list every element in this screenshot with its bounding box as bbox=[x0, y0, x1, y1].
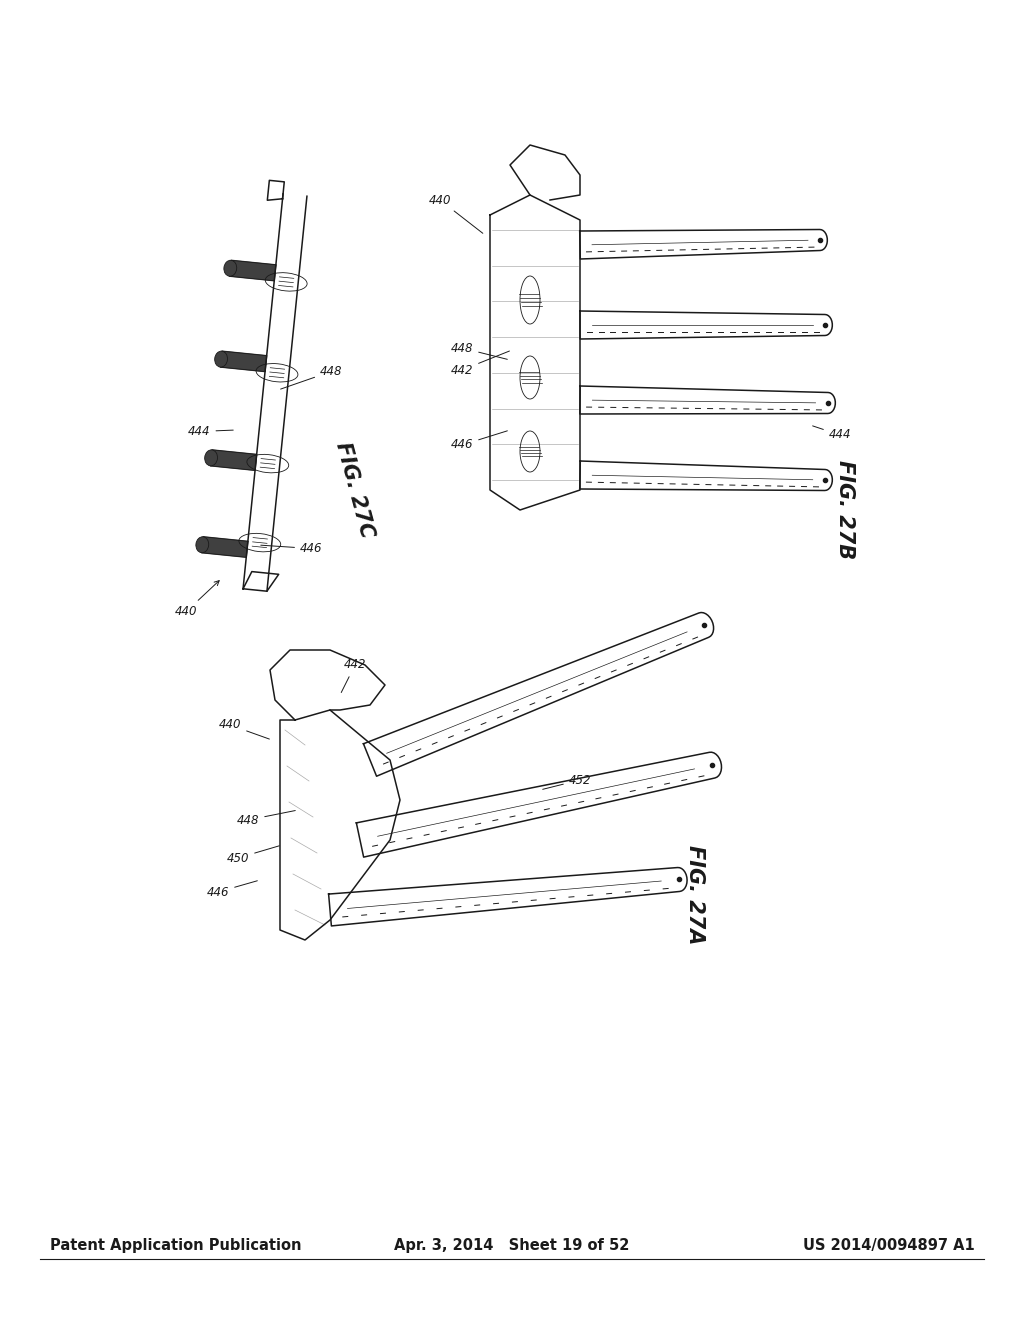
Text: FIG. 27A: FIG. 27A bbox=[685, 845, 705, 945]
Text: 446: 446 bbox=[261, 543, 323, 554]
Ellipse shape bbox=[205, 450, 217, 466]
Polygon shape bbox=[210, 450, 257, 470]
Ellipse shape bbox=[196, 537, 209, 553]
Text: 452: 452 bbox=[543, 774, 591, 789]
Text: 448: 448 bbox=[451, 342, 507, 359]
Text: 450: 450 bbox=[226, 846, 280, 865]
Text: 448: 448 bbox=[281, 366, 342, 389]
Text: 440: 440 bbox=[219, 718, 269, 739]
Text: Patent Application Publication: Patent Application Publication bbox=[50, 1238, 301, 1253]
Text: 446: 446 bbox=[451, 430, 507, 451]
Text: 448: 448 bbox=[237, 810, 295, 826]
Polygon shape bbox=[229, 260, 275, 281]
Text: 442: 442 bbox=[451, 351, 509, 376]
Polygon shape bbox=[220, 351, 266, 372]
Text: 440: 440 bbox=[175, 581, 219, 618]
Text: 446: 446 bbox=[207, 880, 257, 899]
Text: 444: 444 bbox=[813, 426, 851, 441]
Text: FIG. 27C: FIG. 27C bbox=[333, 440, 378, 540]
Text: FIG. 27B: FIG. 27B bbox=[835, 461, 855, 560]
Text: Apr. 3, 2014   Sheet 19 of 52: Apr. 3, 2014 Sheet 19 of 52 bbox=[394, 1238, 630, 1253]
Ellipse shape bbox=[224, 260, 237, 276]
Text: 444: 444 bbox=[188, 425, 233, 438]
Ellipse shape bbox=[215, 351, 227, 367]
Text: 442: 442 bbox=[341, 659, 367, 693]
Text: US 2014/0094897 A1: US 2014/0094897 A1 bbox=[803, 1238, 975, 1253]
Polygon shape bbox=[202, 537, 248, 557]
Text: 440: 440 bbox=[429, 194, 482, 234]
